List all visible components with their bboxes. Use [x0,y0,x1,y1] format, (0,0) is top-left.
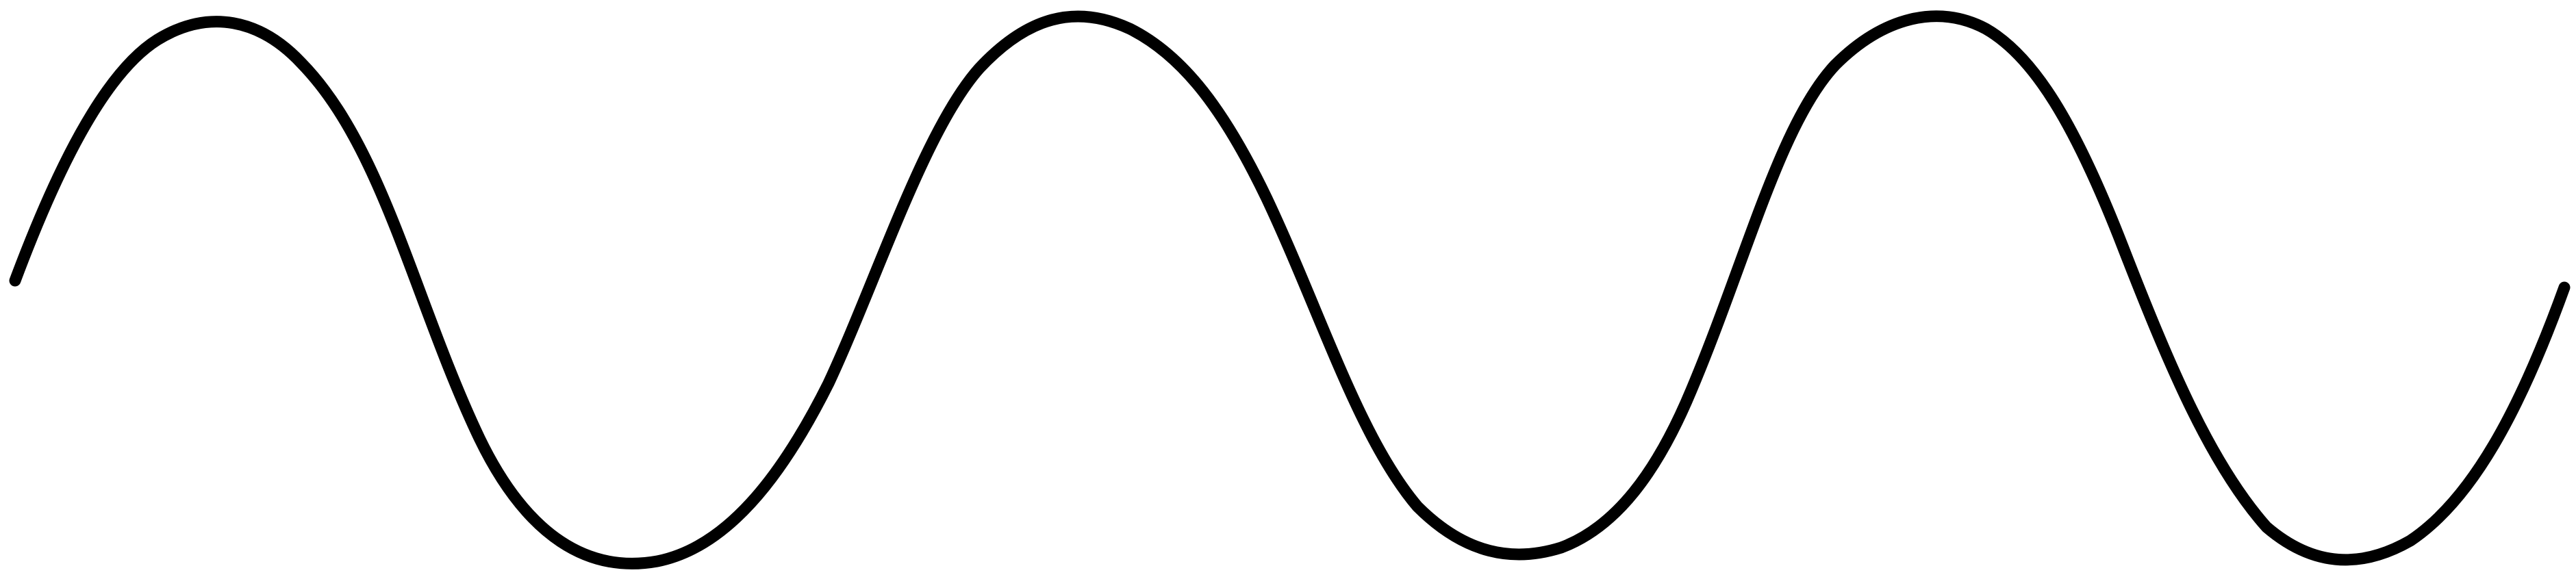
wave-line [9,10,2571,569]
